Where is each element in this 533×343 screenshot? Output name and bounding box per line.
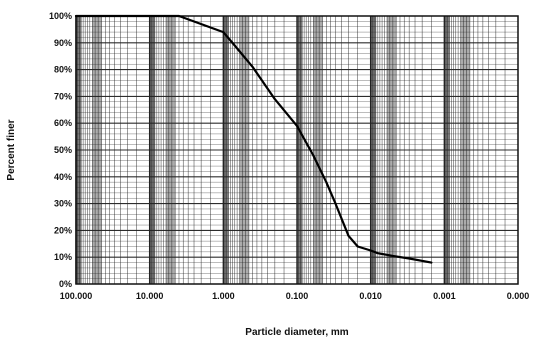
x-tick-label: 100.000 [60, 291, 93, 301]
x-tick-label: 1.000 [212, 291, 235, 301]
y-tick-label: 100% [49, 11, 72, 21]
y-tick-labels: 0% 10% 20% 30% 40% 50% 60% 70% 80% 90% 100% [49, 11, 72, 289]
y-tick-label: 60% [54, 118, 72, 128]
y-tick-label: 90% [54, 38, 72, 48]
x-tick-label: 0.100 [286, 291, 309, 301]
y-tick-label: 0% [59, 279, 72, 289]
y-tick-label: 80% [54, 65, 72, 75]
y-tick-label: 70% [54, 91, 72, 101]
y-tick-label: 10% [54, 252, 72, 262]
x-axis-title: Particle diameter, mm [245, 327, 348, 338]
x-tick-label: 10.000 [136, 291, 164, 301]
y-tick-label: 30% [54, 199, 72, 209]
grid-lines [75, 15, 519, 285]
x-tick-label: 0.010 [359, 291, 382, 301]
x-tick-label: 0.001 [433, 291, 456, 301]
x-tick-labels: 100.000 10.000 1.000 0.100 0.010 0.001 0.000 [60, 291, 530, 301]
y-tick-label: 40% [54, 172, 72, 182]
y-tick-label: 50% [54, 145, 72, 155]
y-tick-label: 20% [54, 225, 72, 235]
plot-frame [75, 15, 519, 285]
x-tick-label: 0.000 [507, 291, 530, 301]
gradation-curve [74, 14, 433, 264]
y-axis-title: Percent finer [6, 119, 17, 180]
